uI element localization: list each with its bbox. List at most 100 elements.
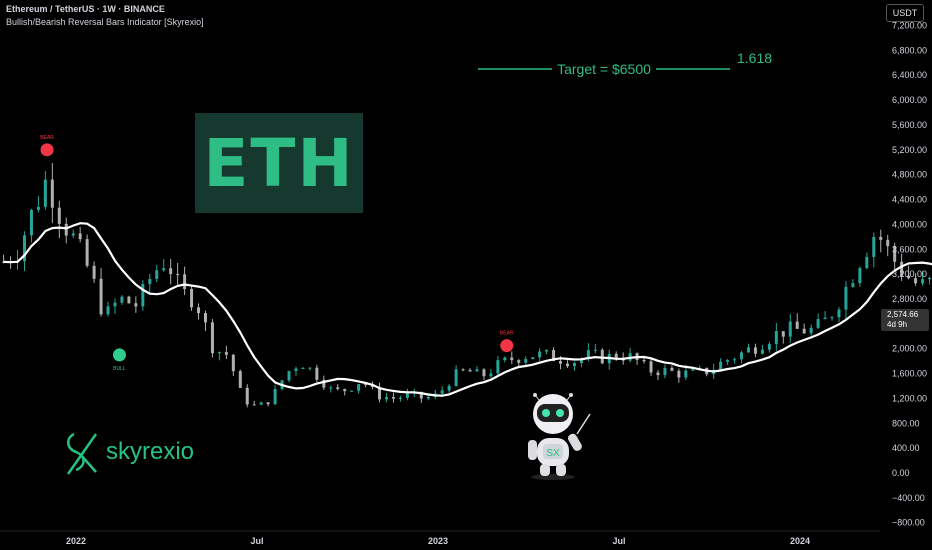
candle-body bbox=[468, 369, 472, 372]
symbol-title: Ethereum / TetherUS · 1W · BINANCE bbox=[6, 4, 165, 14]
candle-body bbox=[183, 274, 187, 290]
candle-body bbox=[719, 361, 723, 370]
candle-body bbox=[134, 303, 138, 307]
candles bbox=[2, 163, 931, 408]
candle-body bbox=[538, 351, 542, 358]
y-tick-label: 400.00 bbox=[892, 443, 920, 453]
candle-body bbox=[405, 393, 409, 398]
candle-body bbox=[329, 387, 333, 389]
candle-body bbox=[816, 319, 820, 328]
y-tick-label: 1,600.00 bbox=[892, 369, 927, 379]
candle-body bbox=[802, 328, 806, 334]
candle-body bbox=[733, 359, 737, 361]
candle-body bbox=[391, 397, 395, 399]
y-tick-label: 800.00 bbox=[892, 418, 920, 428]
sx-logo-icon bbox=[66, 432, 98, 475]
candle-body bbox=[489, 373, 493, 377]
target-label: Target = $6500 bbox=[557, 61, 651, 77]
candle-body bbox=[217, 352, 221, 354]
candle-body bbox=[614, 353, 618, 359]
y-tick-label: 6,800.00 bbox=[892, 45, 927, 55]
y-tick-label: 6,000.00 bbox=[892, 95, 927, 105]
candle-body bbox=[454, 369, 458, 386]
y-tick-label: 5,200.00 bbox=[892, 145, 927, 155]
y-tick-label: 4,000.00 bbox=[892, 219, 927, 229]
candle-body bbox=[837, 309, 841, 318]
candle-body bbox=[740, 352, 744, 360]
candle-body bbox=[545, 350, 549, 352]
currency-button[interactable]: USDT bbox=[886, 4, 924, 22]
candle-body bbox=[357, 384, 361, 391]
candle-body bbox=[593, 349, 597, 351]
candle-body bbox=[106, 306, 110, 315]
candle-body bbox=[245, 387, 249, 405]
candle-body bbox=[308, 367, 312, 369]
signals: BEARBULLBEARBEARBULLBULLBULL bbox=[40, 135, 514, 372]
candle-body bbox=[336, 387, 340, 390]
candle-body bbox=[482, 369, 486, 377]
candle-body bbox=[176, 274, 180, 276]
candle-body bbox=[677, 370, 681, 378]
y-tick-label: −800.00 bbox=[892, 518, 925, 528]
candle-body bbox=[795, 321, 799, 329]
candle-body bbox=[726, 360, 730, 362]
candle-body bbox=[398, 397, 402, 399]
candle-body bbox=[524, 359, 528, 363]
svg-text:SX: SX bbox=[546, 448, 560, 459]
candle-body bbox=[872, 236, 876, 257]
candle-body bbox=[22, 235, 26, 262]
moving-average-line bbox=[3, 222, 932, 397]
y-tick-label: 3,600.00 bbox=[892, 244, 927, 254]
candle-body bbox=[440, 390, 444, 394]
candle-body bbox=[900, 261, 904, 276]
candle-body bbox=[907, 275, 911, 279]
candle-body bbox=[252, 404, 256, 406]
candle-body bbox=[767, 344, 771, 350]
candle-body bbox=[419, 391, 423, 399]
candle-body bbox=[844, 286, 848, 310]
robot-mascot-icon: SX bbox=[528, 393, 591, 480]
candle-body bbox=[259, 402, 263, 405]
y-tick-label: 2,000.00 bbox=[892, 344, 927, 354]
candle-body bbox=[746, 347, 750, 353]
candle-body bbox=[64, 223, 68, 236]
candle-body bbox=[447, 385, 451, 391]
x-tick-label: Jul bbox=[250, 536, 263, 546]
candle-body bbox=[99, 278, 103, 315]
candle-body bbox=[301, 368, 305, 370]
candle-body bbox=[753, 347, 757, 354]
y-tick-label: 4,400.00 bbox=[892, 195, 927, 205]
candle-body bbox=[384, 397, 388, 400]
bear-signal-label: BEAR bbox=[40, 135, 54, 141]
candle-body bbox=[517, 360, 521, 363]
candle-body bbox=[224, 352, 228, 355]
candle-body bbox=[273, 388, 277, 405]
bear-signal-dot bbox=[500, 339, 514, 353]
y-tick-label: 3,200.00 bbox=[892, 269, 927, 279]
candle-body bbox=[155, 270, 159, 279]
candle-body bbox=[781, 331, 785, 337]
candle-body bbox=[36, 206, 40, 210]
candle-body bbox=[565, 363, 569, 367]
candle-body bbox=[190, 289, 194, 308]
candle-body bbox=[294, 368, 298, 372]
y-tick-label: 7,200.00 bbox=[892, 21, 927, 31]
y-tick-label: 0.00 bbox=[892, 468, 910, 478]
candle-body bbox=[691, 369, 695, 371]
candle-body bbox=[287, 371, 291, 381]
candle-body bbox=[670, 367, 674, 371]
candle-body bbox=[893, 246, 897, 262]
candle-body bbox=[29, 209, 33, 236]
candle-body bbox=[162, 268, 166, 271]
bull-signal-label: BULL bbox=[113, 366, 126, 372]
x-tick-label: 2024 bbox=[790, 536, 810, 546]
candle-body bbox=[364, 384, 368, 386]
candle-body bbox=[886, 239, 890, 247]
candle-body bbox=[531, 357, 535, 360]
candle-body bbox=[57, 207, 61, 224]
x-tick-label: 2022 bbox=[66, 536, 86, 546]
candle-body bbox=[210, 322, 214, 354]
bar-countdown: 4d 9h bbox=[887, 320, 908, 329]
candle-body bbox=[788, 321, 792, 337]
